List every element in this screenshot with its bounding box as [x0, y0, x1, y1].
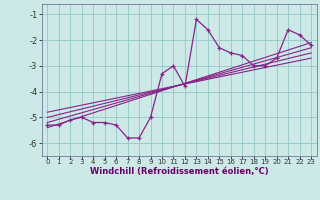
- X-axis label: Windchill (Refroidissement éolien,°C): Windchill (Refroidissement éolien,°C): [90, 167, 268, 176]
